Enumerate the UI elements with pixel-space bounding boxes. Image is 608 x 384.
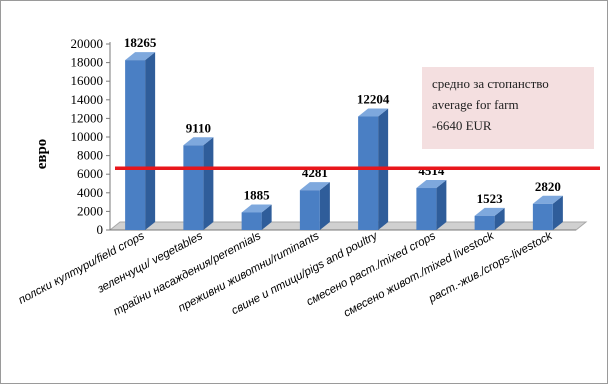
- bar-front: [183, 145, 204, 230]
- bar-front: [241, 212, 262, 230]
- bar-front: [416, 188, 437, 230]
- bar-side: [319, 182, 330, 230]
- y-tick-label: 18000: [71, 55, 104, 70]
- y-tick-label: 2000: [77, 203, 103, 218]
- bar-top: [474, 207, 505, 216]
- bar: [183, 137, 214, 230]
- bar-value-label: 1885: [244, 187, 271, 202]
- bar-side: [552, 195, 563, 230]
- y-tick-label: 4000: [77, 185, 103, 200]
- bar-value-label: 12204: [357, 92, 390, 107]
- y-tick-label: 16000: [71, 73, 104, 88]
- bar: [125, 52, 156, 231]
- chart-floor: [108, 221, 588, 231]
- bar: [241, 204, 272, 230]
- bar-top: [299, 182, 330, 191]
- bar: [299, 182, 330, 230]
- bar-top: [183, 137, 214, 146]
- bar-value-label: 2820: [535, 179, 561, 194]
- bar: [532, 195, 563, 230]
- bar-top: [532, 195, 563, 204]
- bar: [416, 180, 447, 230]
- y-tick-label: 14000: [71, 92, 104, 107]
- bar-front: [125, 60, 146, 231]
- bar-top: [358, 108, 389, 117]
- bar-side: [145, 52, 156, 231]
- bar-side: [203, 137, 214, 230]
- bar-value-label: 1523: [477, 191, 504, 206]
- y-tick-label: 12000: [71, 110, 104, 125]
- bar-top: [241, 204, 272, 213]
- bar-top: [125, 52, 156, 61]
- annotation-background: [422, 67, 594, 149]
- y-tick-label: 20000: [71, 36, 104, 51]
- bar: [474, 207, 505, 230]
- bar-front: [474, 215, 495, 230]
- bar-front: [532, 203, 553, 230]
- bar-front: [299, 190, 320, 230]
- y-tick-label: 8000: [77, 148, 103, 163]
- y-tick-label: 0: [97, 222, 104, 237]
- bar-value-label: 18265: [124, 35, 157, 50]
- bar-front: [358, 116, 379, 230]
- bar-side: [494, 207, 505, 230]
- y-tick-label: 6000: [77, 166, 103, 181]
- annotation-line-3: -6640 EUR: [432, 118, 492, 133]
- bar-value-label: 9110: [186, 120, 211, 135]
- bar-side: [261, 204, 272, 230]
- annotation-line-2: average for farm: [432, 97, 519, 112]
- y-tick-label: 10000: [71, 129, 104, 144]
- bar-value-label: 4514: [418, 163, 445, 178]
- annotation-box: средно за стопанство average for farm -6…: [422, 67, 594, 149]
- y-axis-title: евро: [34, 139, 50, 170]
- annotation-line-1: средно за стопанство: [432, 76, 549, 91]
- bar-side: [436, 180, 447, 230]
- bar-top: [416, 180, 447, 189]
